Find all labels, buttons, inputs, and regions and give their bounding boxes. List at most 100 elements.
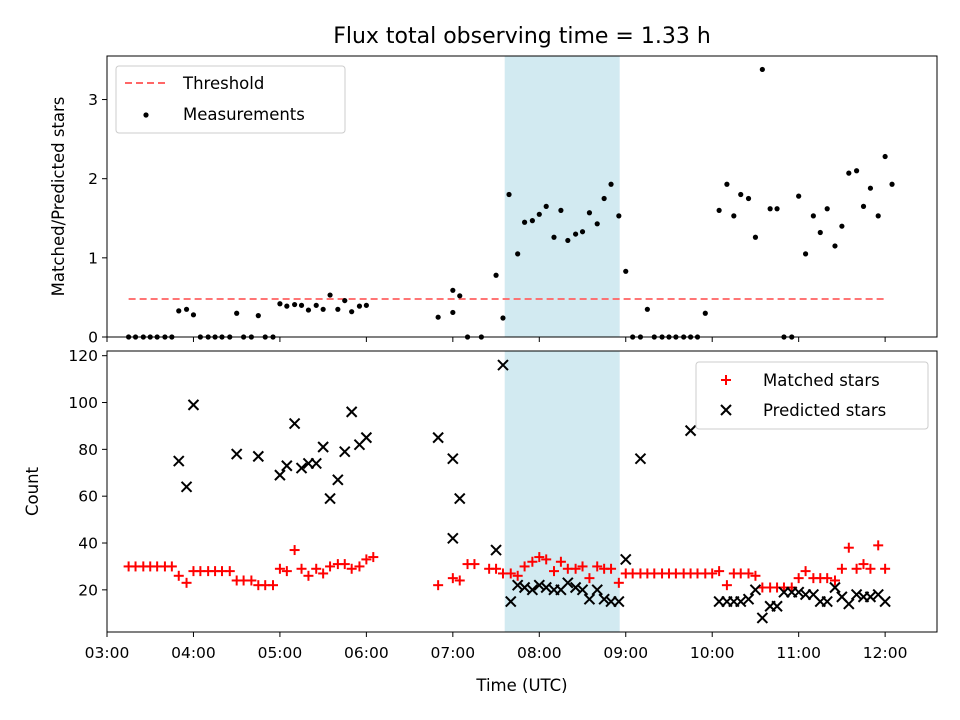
x-tick-label: 09:00 [603,644,648,662]
matched-stars-points [123,540,891,593]
measurement-point [716,207,722,213]
matched-star-point [865,563,876,574]
predicted-star-point [173,455,185,467]
predicted-mark-b [252,450,265,463]
measurement-point [853,168,860,174]
matched-star-point [858,559,869,570]
matched-star-point [454,575,465,586]
measurement-point [450,309,456,316]
measurement-point [616,213,622,219]
predicted-star-point [324,492,336,505]
measurement-point [731,213,737,219]
predicted-star-point [317,441,329,453]
predicted-mark-b [324,492,336,505]
matched-star-point [584,573,595,584]
y-tick-label: 120 [68,347,98,365]
measurement-point [586,210,593,216]
measurement-point [839,223,845,229]
measurement-point [435,314,441,320]
matched-star-point [505,568,516,579]
predicted-mark-b [576,584,589,596]
predicted-mark-b [598,593,610,605]
predicted-star-point [490,544,502,556]
matched-star-point [570,563,581,574]
matched-star-point [707,568,718,579]
y-axis-label-top: Matched/Predicted stars [49,97,68,297]
predicted-star-point [281,460,293,472]
predicted-mark-b [447,532,459,545]
measurement-point [320,306,326,312]
matched-star-point [469,559,480,570]
measurement-point [543,203,549,209]
legend-measurements-swatch [143,112,149,118]
predicted-star-point [252,450,265,463]
matched-star-point [433,580,444,591]
measurement-point [601,195,607,202]
predicted-mark-b [742,593,755,605]
matched-star-point [843,542,854,553]
predicted-mark-b [872,588,884,601]
predicted-star-point [684,424,697,437]
predicted-star-point [345,406,358,418]
x-axis-ticks-top [106,337,886,342]
matched-star-point [447,573,458,584]
predicted-mark-b [533,579,545,591]
measurement-point [335,306,341,312]
predicted-star-point [598,593,610,605]
ratio-plot-frame [106,55,938,338]
matched-star-point [346,563,357,574]
predicted-star-point [274,469,286,481]
x-tick-label: 10:00 [690,644,735,662]
measurement-point [506,191,512,198]
predicted-star-point [576,584,589,596]
predicted-mark-b [792,586,805,598]
predicted-mark-b [864,591,877,603]
matched-star-point [800,566,811,577]
predicted-star-point [821,595,833,608]
measurement-point [824,206,830,212]
measurement-point [767,206,773,212]
x-tick-label: 12:00 [863,644,908,662]
predicted-mark-b [829,581,841,594]
matched-star-point [750,570,761,581]
matched-star-point [296,563,307,574]
matched-star-point [606,563,617,574]
predicted-mark-b [454,492,466,505]
matched-star-point [577,561,588,572]
predicted-stars-points [173,359,891,624]
predicted-mark-b [295,462,308,474]
measurement-point [176,308,182,314]
predicted-star-point [583,593,596,605]
matched-star-point [534,552,545,563]
y-axis-label-bottom: Count [23,466,42,516]
measurement-point [190,312,197,318]
predicted-mark-b [505,595,517,608]
measurement-point [594,221,600,227]
matched-star-point [224,566,235,577]
predicted-star-point [792,586,805,598]
count-plot-frame [106,350,938,633]
measurement-point [882,153,888,160]
x-axis-ticks-bottom: 03:00 04:00 05:00 06:00 07:00 08:00 09:00 10:00… [85,632,908,662]
predicted-mark-b [684,424,697,437]
predicted-star-point [591,584,603,596]
legend-top: Threshold Measurements [115,65,346,134]
legend-box-bottom [695,361,929,430]
legend-bottom: Matched stars Predicted stars [695,361,929,430]
predicted-star-point [497,359,509,371]
matched-star-point [555,556,566,567]
measurement-point [493,272,499,278]
predicted-mark-b [526,584,539,596]
legend-predicted-swatch [720,404,732,416]
x-tick-label: 08:00 [517,644,562,662]
measurement-point [889,181,895,187]
legend-predicted-label: Predicted stars [763,401,886,420]
predicted-mark-b [310,457,322,470]
predicted-star-point [771,600,783,612]
matched-star-point [318,568,329,579]
predicted-star-point [187,399,200,411]
predicted-star-point [332,474,344,486]
measurement-point [565,237,571,244]
y-tick-label: 60 [78,488,98,506]
